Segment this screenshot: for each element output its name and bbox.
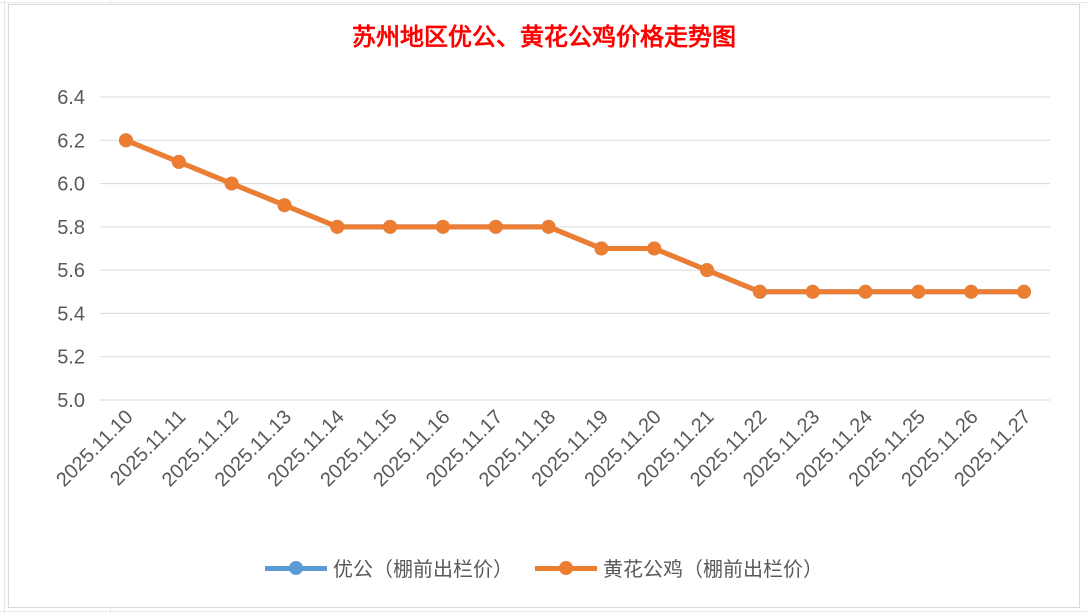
legend-marker [289,560,303,575]
data-point [541,219,556,234]
data-point [171,154,186,169]
data-point [383,219,398,234]
y-tick-label: 6.4 [57,87,85,109]
sheet-gridline [0,611,1088,612]
data-point [858,284,873,299]
data-point [752,284,767,299]
data-point [119,133,133,148]
sheet-gridline [0,2,1088,3]
data-point [435,219,450,234]
legend-label: 黄花公鸡（棚前出栏价） [603,557,823,581]
legend-swatch [535,558,597,578]
data-point [964,284,979,299]
series-line-1 [123,137,1027,295]
y-tick-label: 6.2 [57,130,85,152]
y-tick-label: 5.2 [57,347,85,369]
legend-label: 优公（棚前出栏价） [333,557,513,581]
chart-area[interactable] [8,4,1080,608]
y-tick-label: 5.6 [57,260,85,282]
y-tick-label: 5.4 [57,303,85,325]
y-tick-label: 5.0 [57,390,85,412]
chart-title: 苏州地区优公、黄花公鸡价格走势图 [352,22,736,51]
y-tick-label: 6.0 [57,174,85,196]
data-point [594,241,609,256]
data-point [700,263,715,278]
legend-swatch [265,558,327,578]
data-point [911,284,926,299]
series-line-0 [123,137,1027,295]
legend-item[interactable]: 优公（棚前出栏价） [265,553,513,582]
data-point [330,219,345,234]
data-point [805,284,820,299]
legend-item[interactable]: 黄花公鸡（棚前出栏价） [535,553,823,582]
data-point [224,176,239,191]
y-tick-label: 5.8 [57,217,85,239]
sheet-gridline [4,0,5,614]
data-point [488,219,503,234]
data-point [1017,284,1031,299]
data-point [277,198,292,213]
legend-marker [559,560,573,575]
legend[interactable]: 优公（棚前出栏价） 黄花公鸡（棚前出栏价） [0,553,1088,582]
data-point [647,241,662,256]
